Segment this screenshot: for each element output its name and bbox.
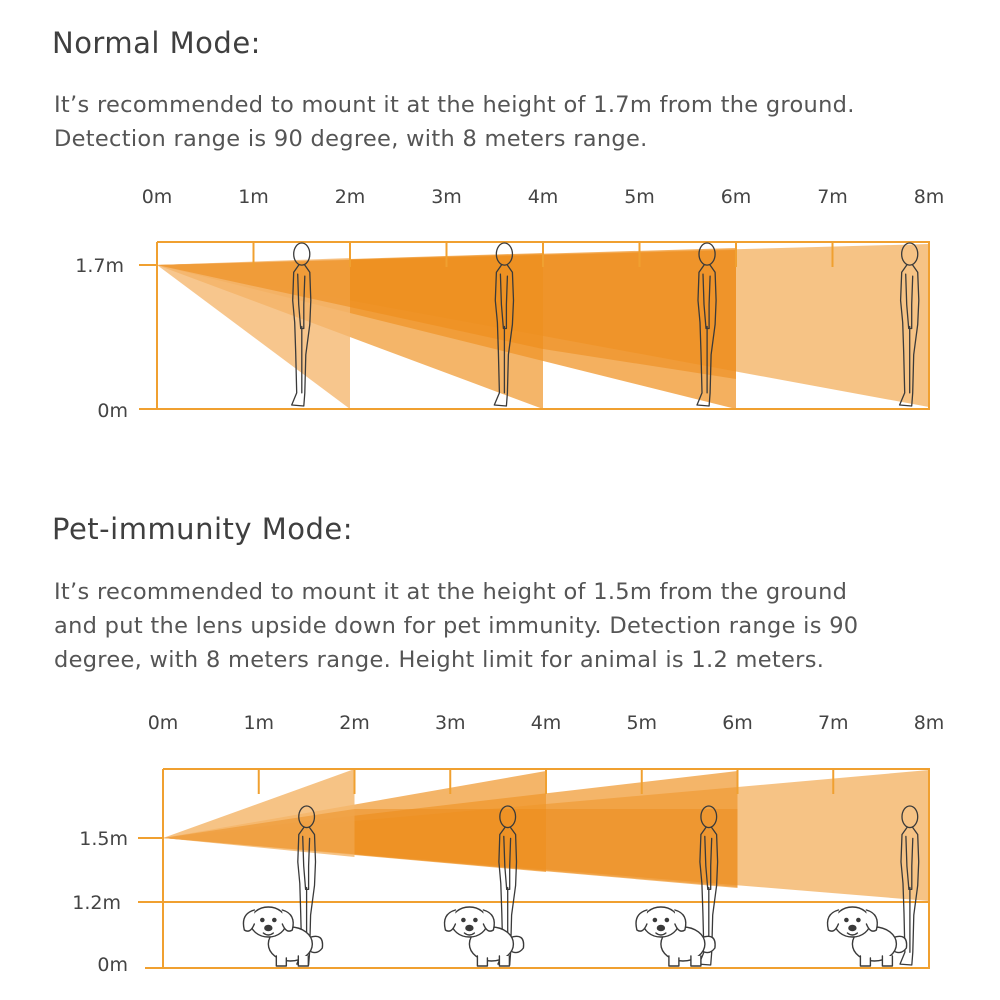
pet-beam-core	[163, 809, 738, 887]
normal-mode-description: It’s recommended to mount it at the heig…	[54, 88, 855, 156]
pet-tick-label-1: 1m	[243, 712, 274, 734]
normal-person-3	[696, 242, 717, 407]
pet-person-4	[899, 805, 920, 966]
pet-dog-2	[443, 906, 525, 967]
normal-height-label-mount: 1.7m	[75, 255, 124, 277]
normal-tick-label-5: 5m	[624, 186, 655, 208]
pet-height-label-mount: 1.5m	[79, 828, 128, 850]
normal-mode-diagram: 0m 1m 2m 3m 4m 5m 6m 7m 8m 1.7m 0m	[75, 186, 945, 422]
normal-height-label-ground: 0m	[97, 400, 128, 422]
normal-desc-line-2: Detection range is 90 degree, with 8 met…	[54, 126, 648, 152]
pet-mode-diagram: 0m 1m 2m 3m 4m 5m 6m 7m 8m 1.5m 1.2m 0m	[72, 712, 945, 976]
pet-mode-description: It’s recommended to mount it at the heig…	[54, 575, 858, 677]
pet-height-label-ground: 0m	[97, 954, 128, 976]
pet-mode-title: Pet-immunity Mode:	[52, 512, 354, 546]
pet-dog-3	[635, 906, 716, 967]
normal-mode-title: Normal Mode:	[52, 26, 261, 60]
normal-tick-label-1: 1m	[238, 186, 269, 208]
normal-desc-line-1: It’s recommended to mount it at the heig…	[54, 92, 855, 118]
normal-tick-label-7: 7m	[817, 186, 848, 208]
pet-beam-2m	[163, 769, 355, 857]
pet-tick-label-6: 6m	[722, 712, 753, 734]
normal-person-2	[493, 242, 515, 407]
normal-tick-label-4: 4m	[528, 186, 559, 208]
pet-desc-line-3: degree, with 8 meters range. Height limi…	[54, 647, 825, 673]
normal-tick-label-8: 8m	[914, 186, 945, 208]
pet-desc-line-2: and put the lens upside down for pet imm…	[54, 613, 859, 639]
pet-dog-1	[242, 906, 324, 967]
normal-person-1	[291, 242, 312, 407]
pet-tick-label-5: 5m	[626, 712, 657, 734]
normal-beam-core	[157, 250, 736, 379]
pet-desc-line-1: It’s recommended to mount it at the heig…	[54, 579, 848, 605]
normal-person-4	[898, 242, 920, 407]
normal-tick-label-6: 6m	[721, 186, 752, 208]
normal-tick-label-0: 0m	[142, 186, 173, 208]
pet-dog-4	[826, 906, 908, 967]
pet-height-label-limit: 1.2m	[72, 892, 121, 914]
pet-tick-label-3: 3m	[435, 712, 466, 734]
normal-tick-label-2: 2m	[335, 186, 366, 208]
normal-tick-label-3: 3m	[431, 186, 462, 208]
pet-tick-label-4: 4m	[531, 712, 562, 734]
pet-tick-label-2: 2m	[339, 712, 370, 734]
pet-tick-label-0: 0m	[148, 712, 179, 734]
pet-tick-label-8: 8m	[914, 712, 945, 734]
pet-tick-label-7: 7m	[818, 712, 849, 734]
